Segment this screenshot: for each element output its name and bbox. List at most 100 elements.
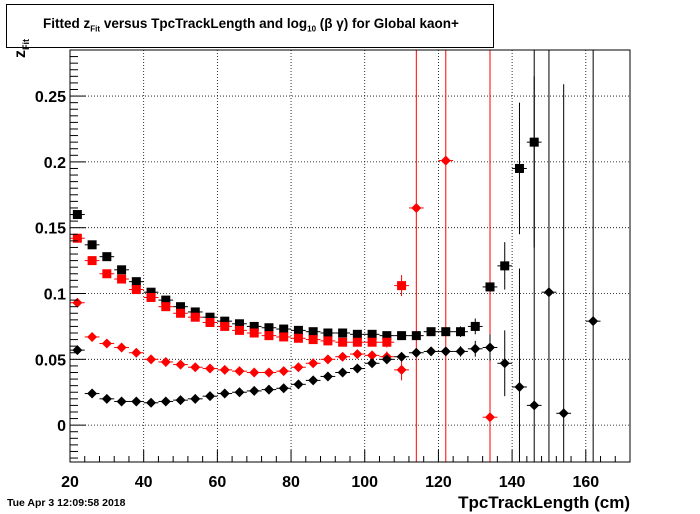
data-point-diamond bbox=[470, 343, 481, 354]
y-tick-label: 0.1 bbox=[44, 287, 66, 304]
data-point-square bbox=[87, 240, 97, 250]
data-point-square bbox=[176, 308, 186, 318]
data-point-diamond bbox=[529, 400, 540, 411]
data-point-diamond bbox=[367, 350, 378, 361]
data-point-square bbox=[205, 312, 215, 322]
data-point-diamond bbox=[367, 358, 378, 369]
data-point-diamond bbox=[249, 367, 260, 378]
data-point-diamond bbox=[205, 363, 215, 374]
data-point-square bbox=[279, 332, 289, 342]
data-point-diamond bbox=[278, 383, 289, 394]
data-point-diamond bbox=[101, 338, 112, 349]
data-point-diamond bbox=[263, 367, 274, 378]
data-point-diamond bbox=[293, 379, 304, 390]
data-point-diamond bbox=[116, 396, 127, 407]
data-point-square bbox=[220, 316, 230, 326]
title-box: Fitted zFit versus TpcTrackLength and lo… bbox=[6, 4, 494, 48]
data-point-diamond bbox=[426, 346, 437, 357]
x-tick-label: 100 bbox=[351, 474, 378, 491]
data-point-square bbox=[293, 325, 303, 335]
data-point-diamond bbox=[263, 384, 274, 395]
grid-lines bbox=[69, 50, 630, 462]
plot-frame bbox=[69, 49, 631, 463]
data-point-square bbox=[308, 335, 318, 345]
data-point-diamond bbox=[411, 202, 422, 213]
x-tick-label: 80 bbox=[282, 474, 300, 491]
data-point-square bbox=[249, 321, 259, 331]
data-point-diamond bbox=[352, 349, 363, 360]
data-point-square bbox=[397, 331, 407, 341]
data-point-diamond bbox=[293, 362, 304, 373]
x-tick-label: 20 bbox=[61, 474, 79, 491]
timestamp: Tue Apr 3 12:09:58 2018 bbox=[7, 497, 126, 509]
data-point-diamond bbox=[558, 408, 569, 419]
data-point-diamond bbox=[175, 359, 186, 370]
x-tick-label: 60 bbox=[208, 474, 226, 491]
data-point-square bbox=[264, 331, 274, 341]
data-point-diamond bbox=[588, 316, 599, 327]
data-point-square bbox=[411, 331, 421, 341]
data-point-square bbox=[352, 329, 362, 339]
data-point-square bbox=[205, 317, 215, 327]
data-point-diamond bbox=[101, 393, 112, 404]
data-point-square bbox=[220, 321, 230, 331]
data-point-diamond bbox=[87, 331, 98, 342]
data-point-diamond bbox=[219, 388, 230, 399]
data-point-diamond bbox=[190, 362, 201, 373]
data-point-diamond bbox=[308, 358, 319, 369]
data-point-diamond bbox=[160, 356, 171, 367]
x-tick-label: 40 bbox=[135, 474, 153, 491]
data-point-square bbox=[382, 337, 392, 347]
data-point-square bbox=[441, 327, 451, 337]
data-point-square bbox=[279, 324, 289, 334]
data-point-diamond bbox=[146, 397, 157, 408]
data-point-diamond bbox=[131, 396, 142, 407]
data-point-diamond bbox=[381, 354, 392, 365]
data-point-square bbox=[323, 336, 333, 346]
data-point-diamond bbox=[160, 396, 171, 407]
data-point-diamond bbox=[485, 412, 495, 423]
data-point-diamond bbox=[322, 354, 333, 365]
data-point-square bbox=[190, 307, 200, 317]
data-point-diamond bbox=[411, 347, 422, 358]
data-point-diamond bbox=[514, 381, 525, 392]
data-point-square bbox=[514, 163, 524, 173]
data-point-diamond bbox=[337, 367, 348, 378]
tick-labels: 20 40 60 80 100 120 140 160 0 0.05 0.1 0.15 0.2 0.25 bbox=[35, 89, 599, 491]
data-point-square bbox=[161, 302, 171, 312]
data-point-diamond bbox=[455, 346, 466, 357]
data-point-square bbox=[529, 137, 539, 147]
data-markers bbox=[72, 137, 599, 423]
data-point-square bbox=[234, 319, 244, 329]
data-point-diamond bbox=[175, 395, 186, 406]
data-point-diamond bbox=[278, 366, 289, 377]
data-point-square bbox=[456, 327, 466, 337]
x-tick-label: 160 bbox=[572, 474, 599, 491]
data-point-square bbox=[146, 287, 156, 297]
data-point-square bbox=[338, 337, 348, 347]
data-point-square bbox=[72, 233, 82, 243]
data-point-diamond bbox=[322, 371, 333, 382]
data-point-square bbox=[146, 292, 156, 302]
data-point-diamond bbox=[234, 366, 245, 377]
data-point-diamond bbox=[249, 385, 260, 396]
data-point-diamond bbox=[131, 347, 142, 358]
data-point-square bbox=[367, 329, 377, 339]
data-point-diamond bbox=[396, 351, 407, 362]
data-point-diamond bbox=[146, 354, 157, 365]
data-point-square bbox=[117, 274, 127, 284]
data-point-square bbox=[382, 331, 392, 341]
data-point-diamond bbox=[337, 351, 348, 362]
data-point-square bbox=[426, 327, 436, 337]
y-tick-label: 0 bbox=[57, 418, 66, 435]
data-point-diamond bbox=[543, 287, 554, 298]
data-point-square bbox=[87, 256, 97, 266]
data-point-square bbox=[117, 265, 127, 275]
data-point-diamond bbox=[234, 387, 245, 398]
data-point-square bbox=[234, 325, 244, 335]
y-tick-label: 0.05 bbox=[35, 352, 66, 369]
data-point-square bbox=[338, 328, 348, 338]
data-point-square bbox=[470, 321, 480, 331]
data-point-diamond bbox=[499, 358, 510, 369]
